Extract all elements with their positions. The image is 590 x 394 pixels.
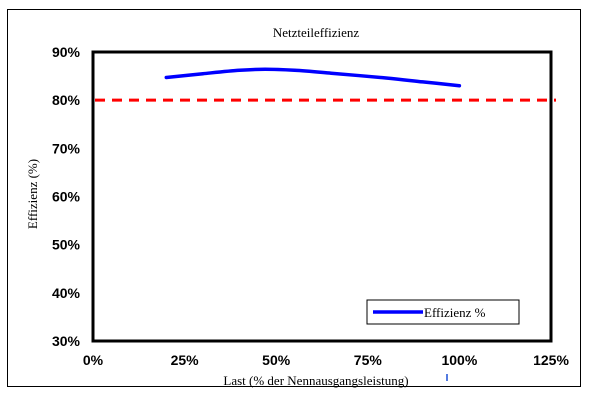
series-point bbox=[201, 72, 205, 76]
series-point bbox=[263, 67, 267, 71]
x-tick-label: 50% bbox=[262, 352, 291, 368]
y-tick-label: 30% bbox=[52, 333, 81, 349]
series-point bbox=[457, 84, 461, 88]
y-axis-label: Effizienz (%) bbox=[25, 159, 40, 229]
plot-area bbox=[91, 50, 553, 343]
y-tick-label: 50% bbox=[52, 237, 81, 253]
series-point bbox=[238, 68, 242, 72]
series-point bbox=[421, 80, 425, 84]
x-tick-label: 100% bbox=[441, 352, 477, 368]
series-point bbox=[329, 71, 333, 75]
x-tick-label: 25% bbox=[171, 352, 200, 368]
y-tick-label: 70% bbox=[52, 140, 81, 156]
figure-border bbox=[7, 9, 581, 387]
series-point bbox=[384, 76, 388, 80]
y-tick-label: 40% bbox=[52, 285, 81, 301]
y-tick-label: 90% bbox=[52, 44, 81, 60]
legend: Effizienz % bbox=[366, 299, 520, 325]
x-tick-label: 75% bbox=[354, 352, 383, 368]
y-tick-label: 60% bbox=[52, 189, 81, 205]
legend-label: Effizienz % bbox=[424, 305, 486, 320]
chart-title: Netzteileffizienz bbox=[273, 25, 360, 40]
series-point bbox=[293, 68, 297, 72]
legend-box bbox=[366, 299, 520, 325]
y-tick-label: 80% bbox=[52, 92, 81, 108]
series-points bbox=[164, 67, 461, 88]
x-axis-label: Last (% der Nennausgangsleistung) bbox=[223, 373, 408, 388]
x-tick-label: 0% bbox=[83, 352, 104, 368]
y-tick-labels: 30% 40% 50% 60% 70% 80% 90% bbox=[52, 44, 81, 349]
x-tick-labels: 0% 25% 50% 75% 100% 125% bbox=[83, 352, 570, 368]
series-point bbox=[164, 76, 168, 80]
x-tick-label: 125% bbox=[533, 352, 569, 368]
